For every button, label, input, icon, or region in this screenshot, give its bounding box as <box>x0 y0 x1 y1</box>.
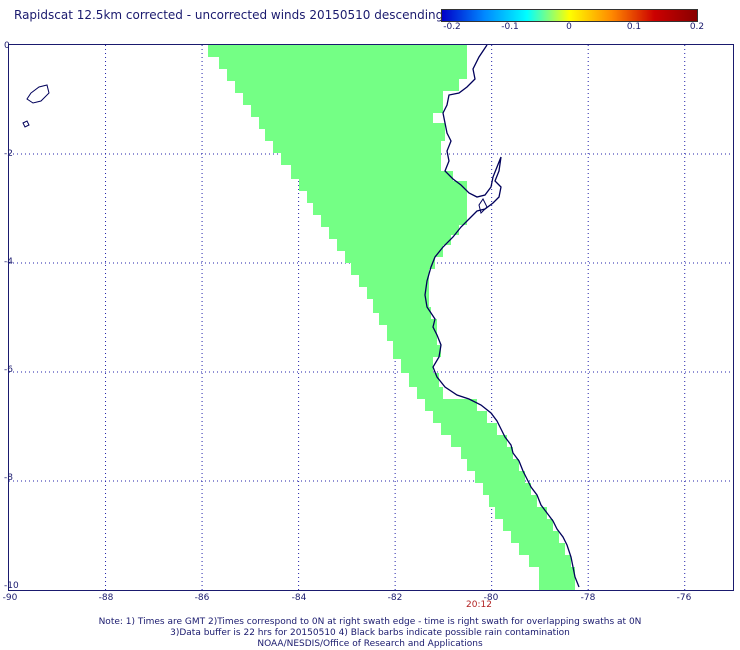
lon-label-neg78: -78 <box>580 593 596 603</box>
wind-difference-swath <box>208 45 575 590</box>
colorbar-label-01: 0.1 <box>626 22 642 32</box>
galapagos-islet <box>22 120 30 128</box>
lat-label-neg10: -10 <box>4 581 19 591</box>
note-line-1: Note: 1) Times are GMT 2)Times correspon… <box>98 617 642 627</box>
lon-label-neg76: -76 <box>676 593 692 603</box>
colorbar <box>441 9 698 22</box>
map-frame <box>8 44 734 591</box>
map-title: Rapidscat 12.5km corrected - uncorrected… <box>14 8 444 22</box>
colorbar-label-neg02: -0.2 <box>443 22 461 32</box>
gulf-island <box>478 198 488 214</box>
lon-label-neg82: -82 <box>387 593 403 603</box>
lat-label-neg4: -4 <box>4 257 13 267</box>
colorbar-label-neg01: -0.1 <box>501 22 519 32</box>
lon-label-neg86: -86 <box>194 593 210 603</box>
note-line-2: 3)Data buffer is 22 hrs for 20150510 4) … <box>170 628 570 638</box>
colorbar-label-0: 0 <box>566 22 572 32</box>
swath-time-label: 20:12 <box>466 600 492 610</box>
lat-label-neg2: -2 <box>4 149 13 159</box>
lon-label-neg84: -84 <box>291 593 307 603</box>
lat-label-0: 0 <box>4 41 10 51</box>
map-canvas <box>9 45 733 590</box>
lat-label-neg8: -8 <box>4 473 13 483</box>
colorbar-label-02: 0.2 <box>689 22 705 32</box>
lon-label-neg90: -90 <box>2 593 18 603</box>
galapagos-island <box>26 84 50 104</box>
south-america-coastline <box>424 45 580 588</box>
note-line-3: NOAA/NESDIS/Office of Research and Appli… <box>257 639 483 649</box>
coastline <box>22 45 580 588</box>
swath-region <box>208 45 575 590</box>
lon-label-neg88: -88 <box>98 593 114 603</box>
lon-label-neg80: -80 <box>483 593 499 603</box>
lat-label-neg6: -6 <box>4 365 13 375</box>
